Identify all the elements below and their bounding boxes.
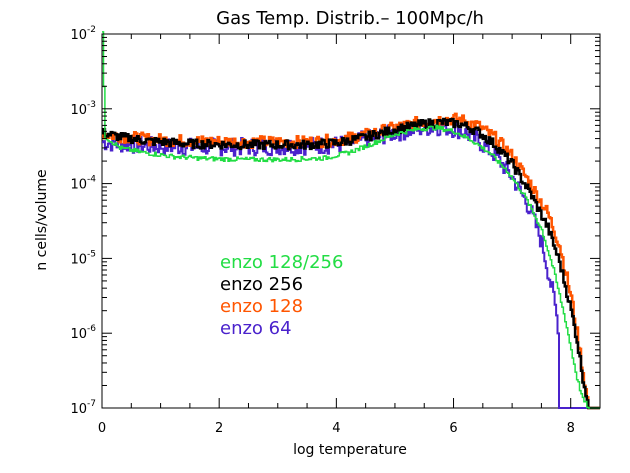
- y-axis-label: n cells/volume: [34, 169, 50, 270]
- y-tick-label: 10-6: [70, 324, 96, 342]
- x-tick-label: 8: [567, 421, 575, 436]
- legend-entry-2: enzo 128: [220, 296, 303, 317]
- x-axis-label: log temperature: [293, 442, 407, 458]
- x-tick-label: 0: [98, 421, 106, 436]
- y-tick-label: 10-3: [70, 100, 96, 118]
- series-layer: [102, 31, 600, 410]
- plot-border: [101, 33, 601, 409]
- y-tick-label: 10-4: [70, 175, 96, 193]
- series-line-1: [102, 117, 600, 410]
- y-tick-label: 10-2: [70, 25, 96, 43]
- series-line-0: [102, 31, 600, 409]
- x-tick-label: 4: [332, 421, 340, 436]
- x-tick-label: 6: [449, 421, 457, 436]
- y-tick-label: 10-5: [70, 249, 96, 267]
- chart-title: Gas Temp. Distrib.– 100Mpc/h: [216, 8, 484, 29]
- x-tick-label: 2: [215, 421, 223, 436]
- tick-layer: 0 2 4 6 8 10-7 10-6 10-5 10-4 10-3 10-2: [70, 25, 600, 436]
- legend-entry-3: enzo 64: [220, 318, 292, 339]
- series-line-3: [102, 118, 600, 409]
- y-tick-label: 10-7: [70, 399, 96, 417]
- plot-frame: [101, 33, 601, 409]
- legend-entry-0: enzo 128/256: [220, 252, 343, 273]
- legend-entry-1: enzo 256: [220, 274, 303, 295]
